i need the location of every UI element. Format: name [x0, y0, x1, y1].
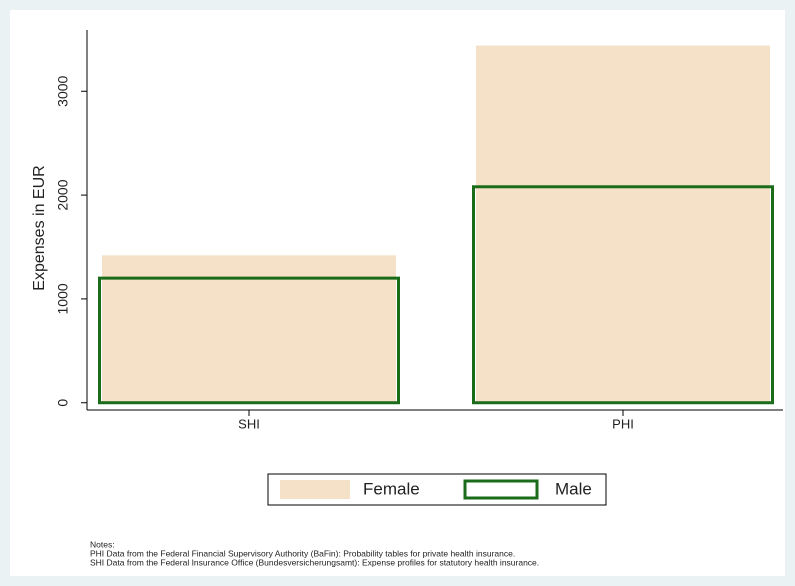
note: PHI Data from the Federal Financial Supe… — [90, 548, 515, 558]
legend-label: Female — [363, 479, 420, 498]
legend-swatch — [463, 479, 539, 500]
y-tick-label: 1000 — [55, 283, 71, 314]
bar — [102, 255, 396, 403]
legend-label: Male — [555, 479, 592, 498]
note: Notes: — [90, 539, 115, 549]
bar — [98, 276, 400, 405]
x-tick-label: PHI — [612, 416, 634, 431]
legend-swatch — [280, 480, 350, 499]
bar — [472, 185, 774, 405]
note: SHI Data from the Federal Insurance Offi… — [90, 557, 539, 567]
y-axis-label: Expenses in EUR — [31, 165, 48, 290]
y-tick-label: 3000 — [55, 75, 71, 106]
bar — [476, 45, 770, 403]
y-tick-label: 0 — [55, 399, 71, 407]
x-tick-label: SHI — [238, 416, 260, 431]
y-tick-label: 2000 — [55, 179, 71, 210]
